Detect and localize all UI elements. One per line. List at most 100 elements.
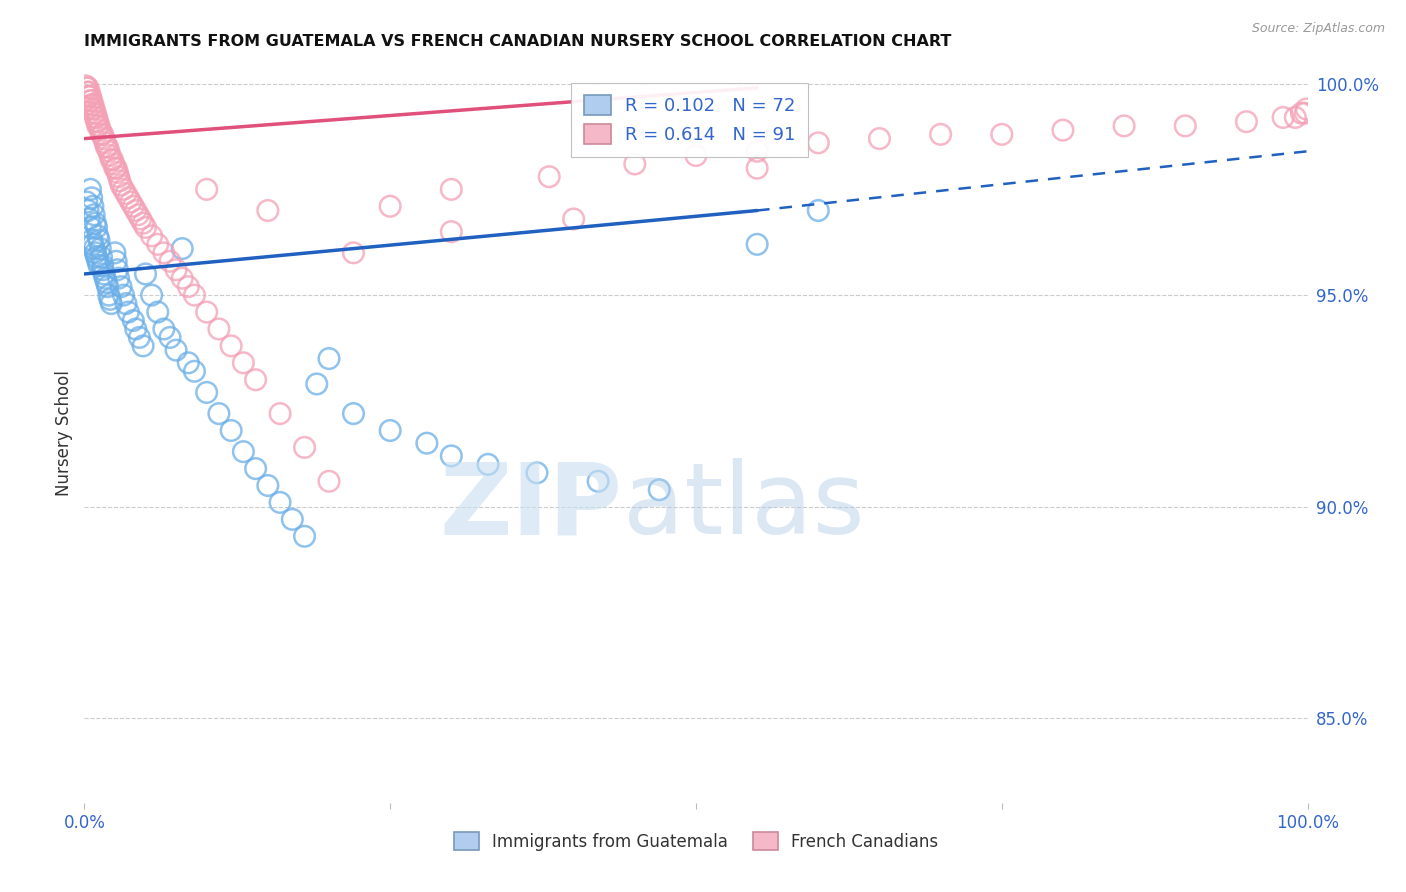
Point [80,233,103,247]
Point [96,276,118,290]
Point [1052,123,1074,137]
Point [105,262,128,277]
Point [165,262,187,277]
Point [245,461,267,475]
Point [93,267,115,281]
Point [84,216,107,230]
Point [100,296,122,310]
Point [107,169,129,184]
Point [648,483,671,497]
Point [79,94,101,108]
Point [257,478,280,492]
Point [159,330,181,344]
Point [342,245,364,260]
Point [586,475,609,489]
Point [76,80,98,95]
Point [120,195,142,210]
Point [75,78,97,93]
Point [1284,111,1306,125]
Point [94,136,117,150]
Point [125,203,148,218]
Point [86,111,108,125]
Point [257,203,280,218]
Point [747,237,769,252]
Point [91,262,114,277]
Point [83,208,105,222]
Point [141,228,163,243]
Point [101,153,124,167]
Point [82,199,104,213]
Point [84,106,107,120]
Point [165,343,187,358]
Point [562,211,585,226]
Point [90,128,112,142]
Point [122,313,145,327]
Point [208,407,231,421]
Point [83,242,105,256]
Point [380,424,402,438]
Text: atlas: atlas [623,458,865,555]
Point [869,131,891,145]
Point [318,475,340,489]
Point [84,245,107,260]
Point [183,288,205,302]
Point [128,330,150,344]
Point [82,102,104,116]
Point [318,351,340,366]
Point [80,94,103,108]
Point [108,174,131,188]
Point [94,271,117,285]
Point [294,529,316,543]
Point [112,182,135,196]
Point [100,153,122,167]
Point [440,182,463,196]
Point [97,279,120,293]
Point [97,288,120,302]
Point [110,178,132,193]
Point [90,250,112,264]
Point [112,288,135,302]
Point [146,237,169,252]
Point [125,322,148,336]
Point [80,191,103,205]
Point [104,245,127,260]
Point [122,199,145,213]
Point [98,293,121,307]
Point [380,199,402,213]
Point [87,233,110,247]
Point [135,267,157,281]
Point [86,114,108,128]
Point [1295,102,1317,116]
Point [87,119,110,133]
Point [747,145,769,159]
Text: Source: ZipAtlas.com: Source: ZipAtlas.com [1251,22,1385,36]
Point [1236,114,1258,128]
Point [232,444,254,458]
Point [477,458,499,472]
Point [127,208,149,222]
Point [129,211,152,226]
Point [107,271,129,285]
Point [305,376,328,391]
Point [84,111,107,125]
Point [87,228,110,243]
Point [219,339,242,353]
Point [77,203,100,218]
Text: IMMIGRANTS FROM GUATEMALA VS FRENCH CANADIAN NURSERY SCHOOL CORRELATION CHART: IMMIGRANTS FROM GUATEMALA VS FRENCH CANA… [84,34,952,49]
Point [807,136,830,150]
Point [87,259,110,273]
Point [132,216,155,230]
Point [89,123,111,137]
Point [87,119,110,133]
Point [86,220,108,235]
Point [91,259,114,273]
Point [105,165,128,179]
Point [82,237,104,252]
Point [177,356,200,370]
Point [87,254,110,268]
Point [929,128,952,142]
Point [195,385,218,400]
Point [685,148,707,162]
Point [538,169,561,184]
Point [195,182,218,196]
